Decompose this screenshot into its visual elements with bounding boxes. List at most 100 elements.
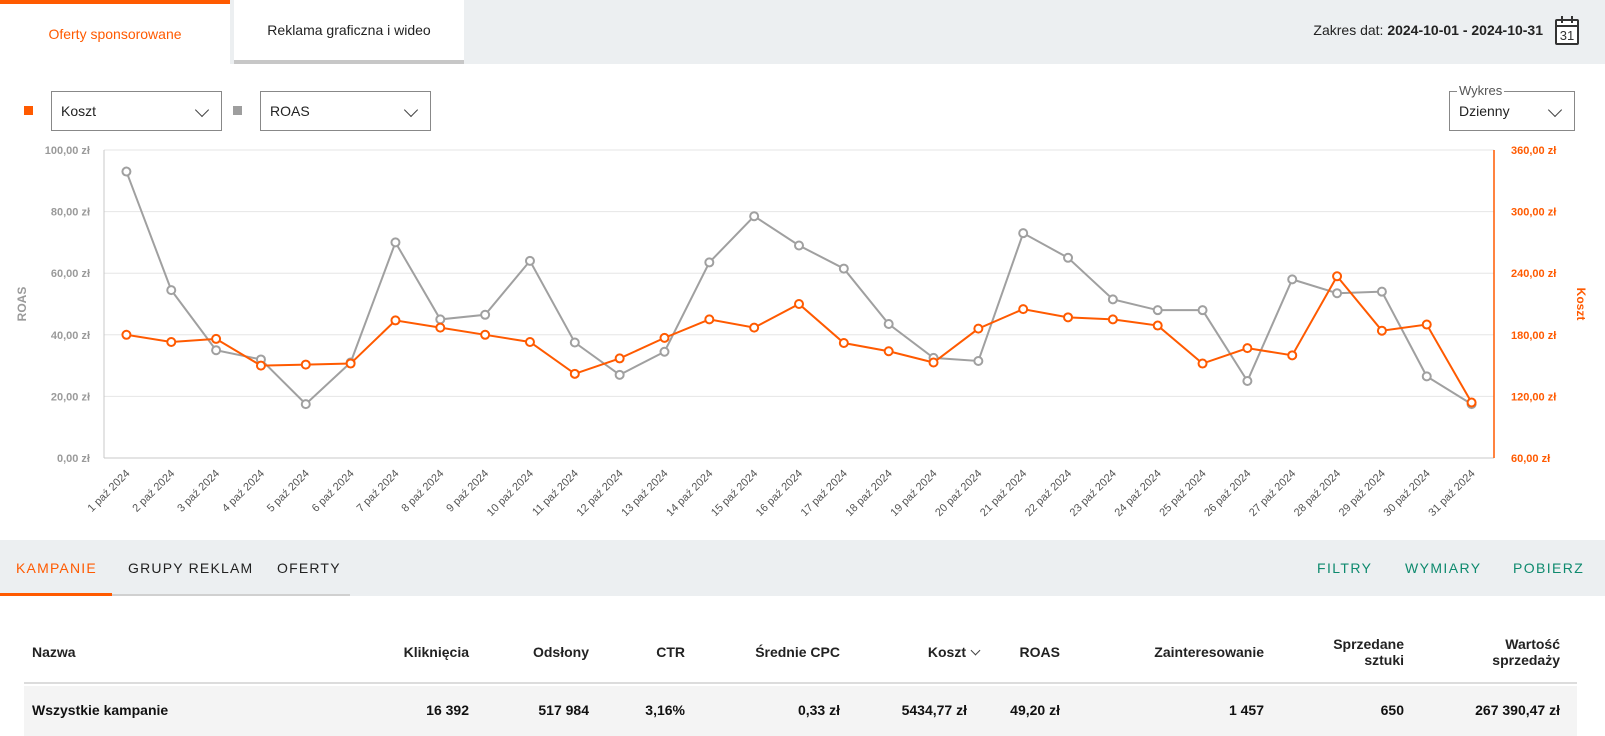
x-axis-tick: 6 paź 2024 — [310, 468, 357, 515]
cell-name: Wszystkie kampanie — [32, 702, 169, 718]
data-point-roas — [211, 345, 222, 356]
x-axis-tick: 5 paź 2024 — [265, 468, 312, 515]
data-point-roas — [524, 255, 535, 266]
subtab-campaigns[interactable]: KAMPANIE — [16, 560, 97, 576]
col-sold-line1: Sprzedane — [1333, 636, 1404, 652]
data-point-roas — [1018, 228, 1029, 239]
date-range-prefix: Zakres dat: — [1313, 22, 1384, 38]
x-axis-tick: 15 paź 2024 — [709, 468, 760, 519]
right-metric-value: ROAS — [270, 103, 310, 119]
data-point-roas — [1063, 252, 1074, 263]
x-axis-tick: 11 paź 2024 — [530, 468, 581, 519]
table-header: Nazwa Kliknięcia Odsłony CTR Średnie CPC… — [24, 624, 1577, 684]
data-point-koszt — [659, 332, 670, 343]
data-point-koszt — [1466, 397, 1477, 408]
cost-legend-square — [24, 106, 33, 115]
data-point-koszt — [1152, 320, 1163, 331]
chart-period-value: Dzienny — [1459, 103, 1510, 119]
col-sales-value[interactable]: Wartość sprzedaży — [1492, 636, 1560, 668]
cell-cost: 5434,77 zł — [901, 702, 967, 718]
line-chart: 100,00 zł 80,00 zł 60,00 zł 40,00 zł 20,00 z… — [15, 145, 1588, 519]
right-axis-tick: 120,00 zł — [1511, 391, 1556, 403]
x-axis-tick: 23 paź 2024 — [1068, 468, 1119, 519]
x-axis-tick: 25 paź 2024 — [1157, 468, 1208, 519]
data-point-koszt — [1107, 314, 1118, 325]
col-interest[interactable]: Zainteresowanie — [1154, 644, 1264, 660]
x-axis-tick: 26 paź 2024 — [1202, 468, 1253, 519]
calendar-icon[interactable]: 31 — [1555, 16, 1579, 45]
col-ctr[interactable]: CTR — [656, 644, 685, 660]
data-point-roas — [1152, 305, 1163, 316]
data-point-roas — [1197, 305, 1208, 316]
data-point-koszt — [928, 357, 939, 368]
download-button[interactable]: POBIERZ — [1513, 560, 1585, 576]
data-point-koszt — [300, 359, 311, 370]
data-point-koszt — [211, 333, 222, 344]
x-axis-tick: 12 paź 2024 — [574, 468, 625, 519]
data-point-roas — [435, 314, 446, 325]
col-sold-items[interactable]: Sprzedane sztuki — [1333, 636, 1404, 668]
col-roas[interactable]: ROAS — [1019, 644, 1060, 660]
tab-display-video-ads[interactable]: Reklama graficzna i wideo — [234, 0, 464, 64]
subtab-ad-groups[interactable]: GRUPY REKLAM — [128, 560, 254, 576]
data-point-koszt — [1376, 325, 1387, 336]
data-point-koszt — [524, 336, 535, 347]
x-axis-tick: 20 paź 2024 — [933, 468, 984, 519]
left-metric-select[interactable]: Koszt — [51, 91, 222, 131]
data-point-koszt — [1287, 350, 1298, 361]
data-point-roas — [569, 337, 580, 348]
x-axis-tick: 22 paź 2024 — [1023, 468, 1074, 519]
x-axis-tick: 7 paź 2024 — [355, 468, 402, 515]
chevron-down-icon — [403, 102, 419, 118]
right-axis-tick: 300,00 zł — [1511, 207, 1556, 219]
data-point-roas — [480, 309, 491, 320]
subtabs-divider — [0, 594, 350, 596]
active-subtab-indicator — [0, 593, 112, 596]
tab-sponsored-offers[interactable]: Oferty sponsorowane — [0, 0, 230, 64]
cell-views: 517 984 — [538, 702, 589, 718]
data-point-koszt — [883, 346, 894, 357]
dimensions-button[interactable]: WYMIARY — [1405, 560, 1482, 576]
left-axis-tick: 60,00 zł — [51, 268, 90, 280]
right-axis-title: Koszt — [1574, 288, 1588, 321]
col-sold-line2: sztuki — [1364, 652, 1404, 668]
date-range: Zakres dat: 2024-10-01 - 2024-10-31 — [1313, 22, 1543, 38]
left-axis-tick: 0,00 zł — [57, 453, 90, 465]
data-point-koszt — [614, 353, 625, 364]
right-axis-tick: 240,00 zł — [1511, 268, 1556, 280]
data-point-koszt — [255, 360, 266, 371]
left-metric-value: Koszt — [61, 103, 97, 119]
chevron-down-icon — [1547, 102, 1563, 118]
col-clicks[interactable]: Kliknięcia — [403, 644, 469, 660]
data-point-roas — [390, 237, 401, 248]
x-axis-tick: 13 paź 2024 — [619, 468, 670, 519]
left-axis-tick: 80,00 zł — [51, 207, 90, 219]
col-avg-cpc[interactable]: Średnie CPC — [755, 644, 840, 660]
data-point-koszt — [749, 322, 760, 333]
data-point-roas — [749, 211, 760, 222]
col-value-line1: Wartość — [1505, 636, 1560, 652]
col-cost[interactable]: Koszt — [928, 644, 981, 660]
x-axis-tick: 24 paź 2024 — [1113, 468, 1164, 519]
data-point-roas — [883, 319, 894, 330]
filters-button[interactable]: FILTRY — [1317, 560, 1373, 576]
x-axis-tick: 27 paź 2024 — [1247, 468, 1298, 519]
x-axis-tick: 10 paź 2024 — [485, 468, 536, 519]
x-axis-tick: 21 paź 2024 — [978, 468, 1029, 519]
data-point-koszt — [1421, 319, 1432, 330]
col-views[interactable]: Odsłony — [532, 644, 589, 660]
data-point-koszt — [838, 338, 849, 349]
x-axis-tick: 8 paź 2024 — [399, 468, 446, 515]
chart-period-select[interactable]: Dzienny — [1449, 91, 1575, 131]
table-row[interactable]: Wszystkie kampanie 16 392 517 984 3,16% … — [24, 686, 1577, 736]
data-point-roas — [1376, 286, 1387, 297]
x-axis-tick: 1 paź 2024 — [86, 468, 133, 515]
subtab-offers[interactable]: OFERTY — [277, 560, 341, 576]
x-axis-tick: 2 paź 2024 — [130, 468, 177, 515]
col-value-line2: sprzedaży — [1492, 652, 1560, 668]
data-point-koszt — [1018, 304, 1029, 315]
data-point-koszt — [973, 323, 984, 334]
col-name[interactable]: Nazwa — [32, 644, 76, 660]
right-metric-select[interactable]: ROAS — [260, 91, 431, 131]
data-point-roas — [838, 263, 849, 274]
